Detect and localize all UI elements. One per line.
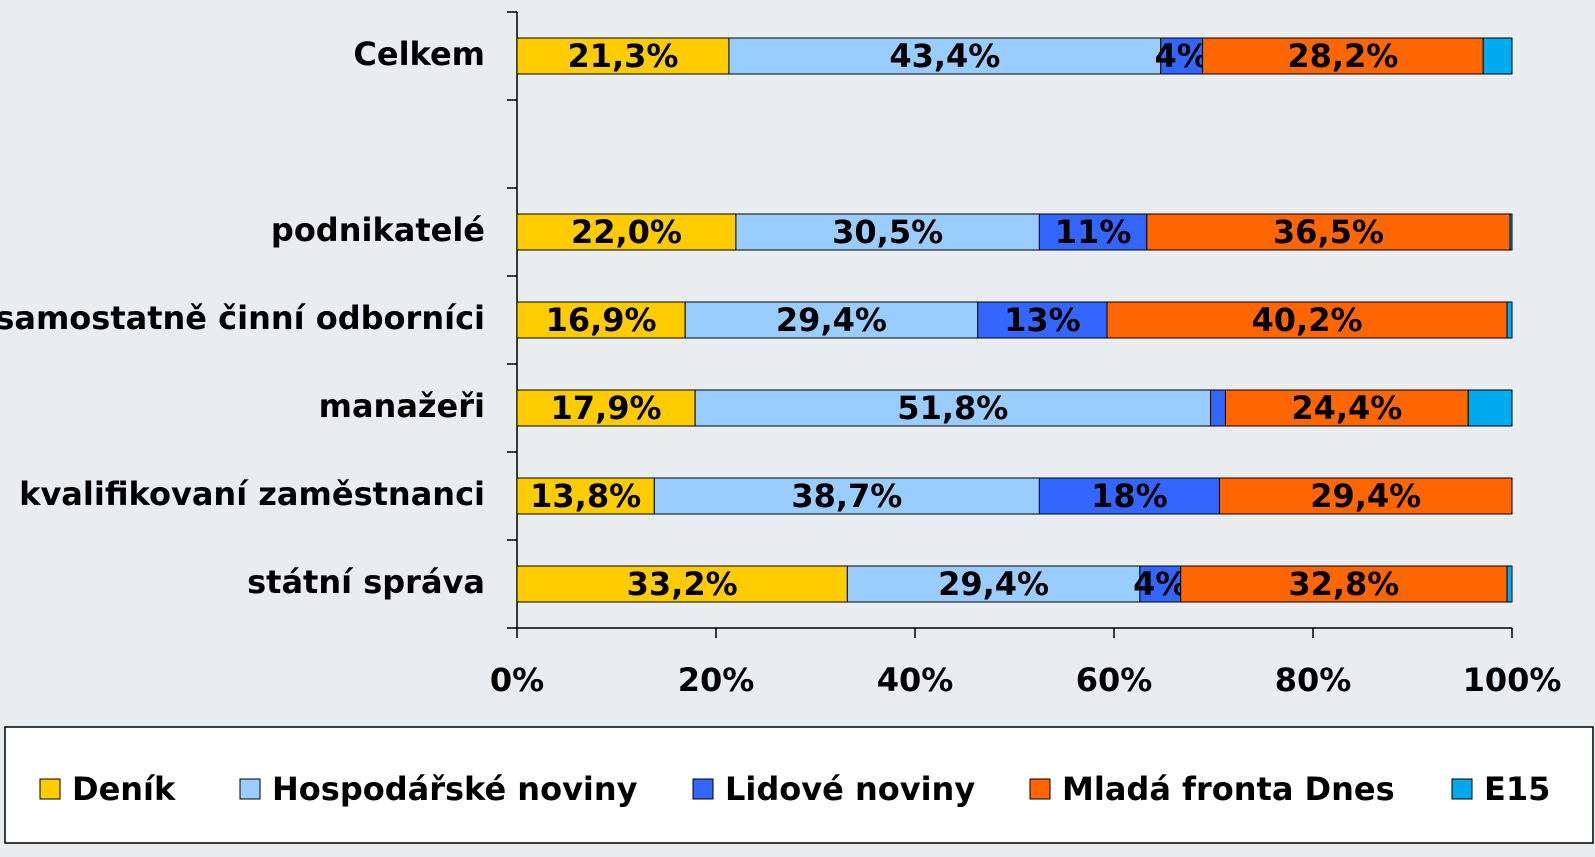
data-label: 38,7% xyxy=(791,477,902,515)
legend-swatch xyxy=(1451,778,1473,800)
bar-segment xyxy=(728,37,1162,75)
legend-label: E15 xyxy=(1484,770,1550,808)
legend-swatch xyxy=(692,778,714,800)
bar-segment xyxy=(1224,389,1469,427)
x-tick-label: 20% xyxy=(678,661,755,699)
bar-segment xyxy=(684,301,979,339)
bar-segment xyxy=(1506,301,1513,339)
bar-segment xyxy=(846,565,1141,603)
data-label: 4% xyxy=(1133,565,1187,603)
data-label: 36,5% xyxy=(1273,213,1384,251)
data-label: 33,2% xyxy=(627,565,738,603)
bar-segment xyxy=(1509,213,1513,251)
x-tick-label: 100% xyxy=(1463,661,1562,699)
bar-segment xyxy=(1218,477,1513,515)
bar-segment xyxy=(1467,389,1513,427)
y-tick-label: samostatně činní odborníci xyxy=(0,299,485,337)
legend-swatch xyxy=(39,778,61,800)
legend-swatch xyxy=(239,778,261,800)
x-tick-label: 60% xyxy=(1076,661,1153,699)
data-label: 4% xyxy=(1154,37,1208,75)
y-tick-label: kvalifikovaní zaměstnanci xyxy=(19,475,485,513)
data-label: 32,8% xyxy=(1288,565,1399,603)
x-tick-label: 0% xyxy=(490,661,544,699)
bar-segment xyxy=(1038,213,1148,251)
bar-segment xyxy=(516,301,686,339)
bar-segment xyxy=(1146,213,1511,251)
data-label: 17,9% xyxy=(551,389,662,427)
data-label: 13% xyxy=(1004,301,1081,339)
data-label: 30,5% xyxy=(832,213,943,251)
bar-segment xyxy=(1210,389,1226,427)
bar-segment xyxy=(1482,37,1513,75)
data-label: 11% xyxy=(1055,213,1132,251)
bar-segment xyxy=(1106,301,1508,339)
data-label: 29,4% xyxy=(1310,477,1421,515)
legend-box xyxy=(4,726,1594,844)
y-tick-label: podnikatelé xyxy=(271,211,485,249)
bar-segment xyxy=(516,213,737,251)
bar-segment xyxy=(1139,565,1182,603)
data-label: 21,3% xyxy=(567,37,678,75)
legend-swatch xyxy=(1029,778,1051,800)
bar-segment xyxy=(653,477,1040,515)
data-label: 28,2% xyxy=(1287,37,1398,75)
bar-segment xyxy=(516,565,848,603)
bar-segment xyxy=(694,389,1212,427)
bar-segment xyxy=(1506,565,1513,603)
data-label: 43,4% xyxy=(889,37,1000,75)
bar-segment xyxy=(977,301,1108,339)
data-label: 29,4% xyxy=(776,301,887,339)
legend-label: Mladá fronta Dnes xyxy=(1062,770,1395,808)
bar-segment xyxy=(516,37,730,75)
data-label: 18% xyxy=(1091,477,1168,515)
data-label: 51,8% xyxy=(897,389,1008,427)
data-label: 40,2% xyxy=(1252,301,1363,339)
bar-segment xyxy=(516,389,696,427)
data-label: 13,8% xyxy=(530,477,641,515)
bar-segment xyxy=(1202,37,1484,75)
legend-label: Deník xyxy=(72,770,176,808)
bar-segment xyxy=(735,213,1040,251)
data-label: 29,4% xyxy=(938,565,1049,603)
data-label: 16,9% xyxy=(546,301,657,339)
y-tick-label: manažeři xyxy=(319,387,485,425)
data-label: 22,0% xyxy=(571,213,682,251)
data-label: 24,4% xyxy=(1291,389,1402,427)
bar-segment xyxy=(1038,477,1220,515)
y-tick-label: státní správa xyxy=(247,563,485,601)
legend-label: Lidové noviny xyxy=(725,770,975,808)
x-tick-label: 40% xyxy=(877,661,954,699)
y-tick-label: Celkem xyxy=(353,35,485,73)
x-tick-label: 80% xyxy=(1275,661,1352,699)
legend-label: Hospodářské noviny xyxy=(272,770,638,808)
